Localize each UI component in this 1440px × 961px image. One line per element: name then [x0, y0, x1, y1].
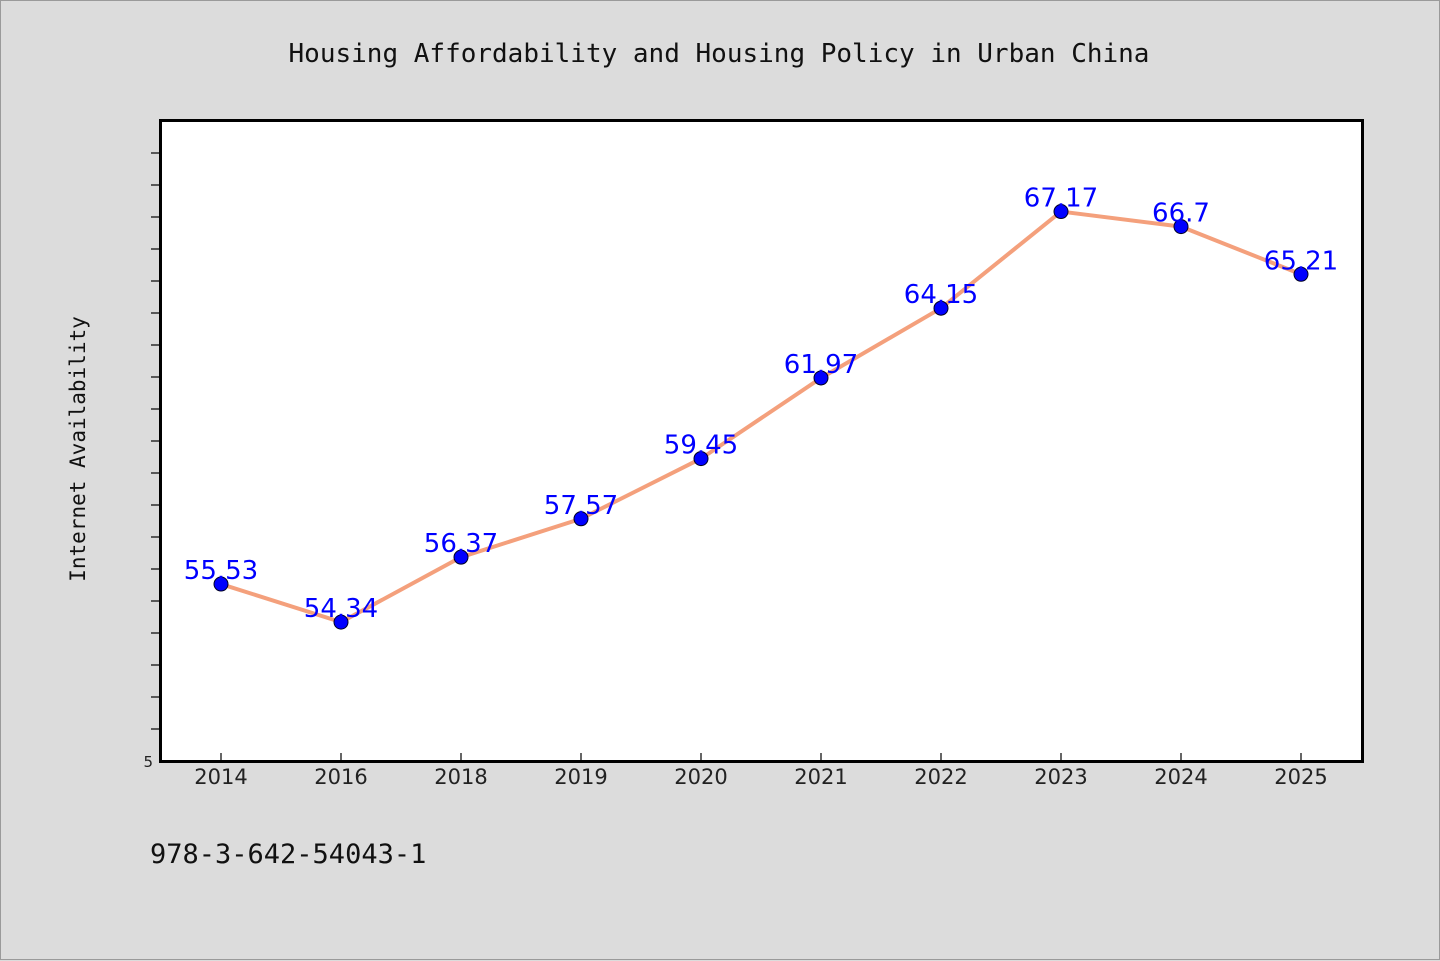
data-point — [933, 300, 949, 316]
data-label: 55.53 — [184, 556, 258, 586]
data-point — [1173, 219, 1189, 235]
x-tick-label: 2014 — [194, 765, 247, 789]
x-tick-label: 2018 — [434, 765, 487, 789]
x-tick-label: 2024 — [1154, 765, 1207, 789]
data-point — [333, 614, 349, 630]
data-point — [813, 370, 829, 386]
plot-area — [159, 119, 1364, 763]
data-point — [573, 511, 589, 527]
x-tick-label: 2016 — [314, 765, 367, 789]
data-label: 59.45 — [664, 431, 738, 461]
x-tick-label: 2023 — [1034, 765, 1087, 789]
x-tick-label: 2022 — [914, 765, 967, 789]
series-group: 55.53 54.34 56.37 57.57 59.45 61.97 64.15 67.17… — [184, 184, 1338, 630]
y-tick-label: 5 — [143, 753, 153, 771]
y-axis-label: Internet Availability — [66, 316, 90, 582]
data-label: 65.21 — [1264, 246, 1338, 276]
series-line — [219, 209, 1303, 625]
data-point — [213, 576, 229, 592]
chart-title: Housing Affordability and Housing Policy… — [289, 39, 1150, 69]
x-tick-label: 2025 — [1274, 765, 1327, 789]
isbn-footer-text: 978-3-642-54043-1 — [150, 839, 426, 870]
data-label: 66.7 — [1152, 199, 1210, 229]
data-point — [693, 451, 709, 467]
data-label: 54.34 — [304, 594, 378, 624]
y-axis-ticks: 5 — [143, 152, 161, 771]
x-tick-label: 2020 — [674, 765, 727, 789]
data-point — [1053, 204, 1069, 220]
data-label: 57.57 — [544, 491, 618, 521]
data-label: 67.17 — [1024, 184, 1098, 214]
data-label: 64.15 — [904, 280, 978, 310]
x-tick-label: 2021 — [794, 765, 847, 789]
x-axis-ticks: 2014 2016 2018 2019 2020 2021 2022 2023 2024 2025 — [194, 753, 1328, 789]
data-point — [1293, 266, 1309, 282]
data-label: 56.37 — [424, 529, 498, 559]
data-label: 61.97 — [784, 350, 858, 380]
data-point — [453, 549, 469, 565]
x-tick-label: 2019 — [554, 765, 607, 789]
